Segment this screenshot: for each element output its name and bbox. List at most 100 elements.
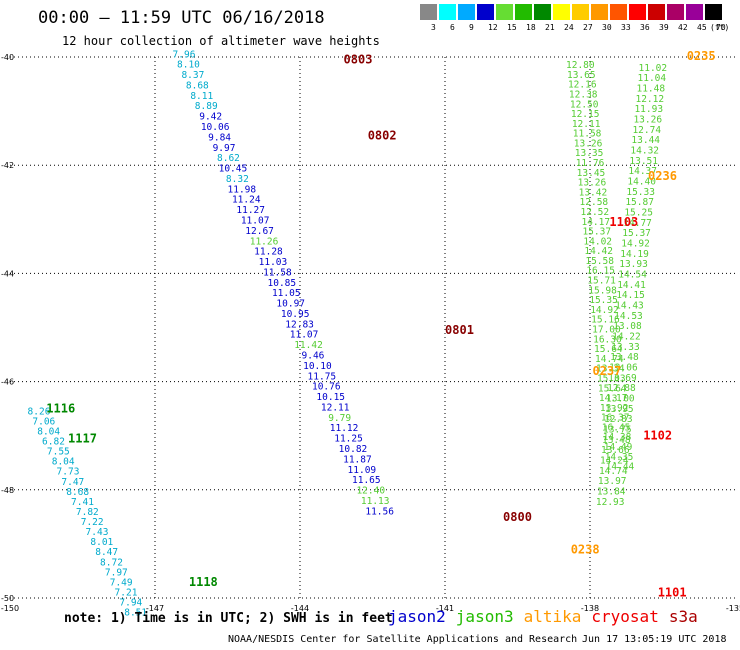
color-scale-swatch xyxy=(591,4,608,20)
wave-height-value: 9.42 xyxy=(199,112,222,123)
color-scale-label: 33 xyxy=(621,23,631,32)
wave-height-value: 14.92 xyxy=(590,305,619,316)
wave-height-value: 13.51 xyxy=(629,156,658,167)
wave-height-value: 15.33 xyxy=(626,187,655,198)
lat-tick-label: -40 xyxy=(1,53,14,62)
pass-label: 0802 xyxy=(368,128,397,142)
wave-height-value: 14.54 xyxy=(618,269,647,280)
wave-height-value: 13.97 xyxy=(598,476,627,487)
wave-height-value: 8.37 xyxy=(181,70,204,81)
color-scale-unit: (ft) xyxy=(710,23,730,32)
wave-height-value: 11.28 xyxy=(254,247,283,258)
wave-height-value: 13.33 xyxy=(611,342,640,353)
wave-height-value: 11.03 xyxy=(259,257,288,268)
wave-height-value: 12.11 xyxy=(572,119,601,130)
wave-height-value: 14.49 xyxy=(604,442,633,453)
wave-height-value: 13.45 xyxy=(577,168,606,179)
wave-height-value: 11.02 xyxy=(639,63,668,74)
wave-height-value: 8.04 xyxy=(37,426,60,437)
color-scale-swatch xyxy=(686,4,703,20)
wave-height-value: 14.44 xyxy=(606,462,635,473)
wave-height-value: 12.16 xyxy=(568,80,597,91)
wave-height-value: 10.10 xyxy=(303,361,332,372)
color-scale-label: 15 xyxy=(507,23,517,32)
lat-tick-label: -50 xyxy=(1,594,14,603)
wave-height-value: 9.84 xyxy=(208,132,231,143)
wave-height-value: 8.04 xyxy=(52,457,75,468)
wave-height-value: 7.22 xyxy=(81,517,104,528)
wave-height-value: 13.44 xyxy=(631,135,660,146)
wave-height-value: 12.12 xyxy=(635,94,664,105)
page-title: 00:00 – 11:59 UTC 06/16/2018 xyxy=(38,8,325,28)
wave-height-value: 15.16 xyxy=(591,315,620,326)
pass-label: 1102 xyxy=(643,429,672,443)
wave-height-value: 8.89 xyxy=(195,101,218,112)
wave-height-value: 11.07 xyxy=(290,330,319,341)
legend-item-altika: altika xyxy=(523,607,582,626)
wave-height-value: 14.17 xyxy=(581,217,610,228)
wave-height-value: 14.38 xyxy=(603,432,632,443)
wave-height-value: 8.26 xyxy=(28,406,51,417)
wave-height-value: 9.46 xyxy=(302,351,325,362)
wave-height-value: 17.00 xyxy=(592,325,621,336)
wave-height-value: 11.24 xyxy=(232,195,261,206)
wave-height-value: 12.80 xyxy=(566,60,595,71)
footer-credit: NOAA/NESDIS Center for Satellite Applica… xyxy=(228,634,578,645)
wave-height-value: 12.58 xyxy=(580,197,609,208)
wave-height-value: 13.69 xyxy=(608,373,637,384)
wave-height-value: 13.00 xyxy=(606,393,635,404)
wave-height-value: 10.06 xyxy=(201,122,230,133)
wave-height-value: 11.05 xyxy=(272,288,301,299)
wave-height-value: 10.82 xyxy=(339,444,368,455)
lon-tick-label: -150 xyxy=(1,604,19,613)
wave-height-value: 15.35 xyxy=(589,295,618,306)
color-scale-label: 21 xyxy=(545,23,555,32)
pass-label: 0235 xyxy=(687,49,716,63)
wave-height-value: 13.26 xyxy=(578,178,607,189)
wave-height-value: 11.58 xyxy=(573,129,602,140)
color-scale-swatch xyxy=(458,4,475,20)
wave-height-value: 13.92 xyxy=(600,403,629,414)
wave-height-value: 12.74 xyxy=(632,125,661,136)
legend-item-jason3: jason3 xyxy=(455,607,514,626)
legend-item-s3a: s3a xyxy=(668,607,698,626)
wave-height-value: 7.21 xyxy=(115,587,138,598)
pass-label: 0803 xyxy=(344,53,373,67)
wave-height-value: 14.41 xyxy=(617,280,646,291)
wave-height-value: 6.82 xyxy=(42,437,65,448)
wave-height-value: 11.98 xyxy=(228,184,257,195)
wave-height-value: 15.37 xyxy=(582,227,611,238)
footer-timestamp: Jun 17 13:05:19 UTC 2018 xyxy=(582,634,727,645)
wave-height-value: 11.87 xyxy=(343,454,372,465)
wave-height-value: 13.65 xyxy=(567,70,596,81)
wave-height-value: 16.30 xyxy=(593,334,622,345)
wave-height-value: 13.34 xyxy=(596,364,625,375)
wave-height-value: 14.43 xyxy=(615,300,644,311)
pass-label: 1101 xyxy=(658,586,687,600)
wave-height-value: 11.42 xyxy=(294,340,323,351)
wave-height-value: 7.82 xyxy=(76,507,99,518)
legend-item-cryosat: cryosat xyxy=(591,607,659,626)
wave-height-value: 15.64 xyxy=(594,344,623,355)
wave-height-value: 7.06 xyxy=(32,416,55,427)
color-scale-swatch xyxy=(553,4,570,20)
lon-tick-label: -147 xyxy=(146,604,164,613)
color-scale-label: 3 xyxy=(431,23,436,32)
color-scale-swatch xyxy=(439,4,456,20)
wave-height-value: 8.11 xyxy=(190,91,213,102)
wave-height-value: 11.09 xyxy=(348,465,377,476)
wave-height-value: 11.27 xyxy=(236,205,265,216)
wave-height-value: 8.51 xyxy=(124,608,147,619)
wave-height-value: 7.43 xyxy=(86,527,109,538)
wave-height-value: 11.75 xyxy=(308,371,337,382)
wave-height-value: 7.49 xyxy=(110,577,133,588)
wave-height-value: 9.79 xyxy=(328,413,351,424)
wave-height-value: 8.68 xyxy=(186,80,209,91)
mission-legend: jason2 jason3 altika cryosat s3a xyxy=(388,607,708,626)
wave-height-value: 10.85 xyxy=(268,278,297,289)
color-scale-label: 45 xyxy=(697,23,707,32)
wave-height-value: 12.50 xyxy=(570,99,599,110)
color-scale-swatch xyxy=(496,4,513,20)
pass-label: 1116 xyxy=(46,402,75,416)
wave-height-value: 13.42 xyxy=(579,187,608,198)
